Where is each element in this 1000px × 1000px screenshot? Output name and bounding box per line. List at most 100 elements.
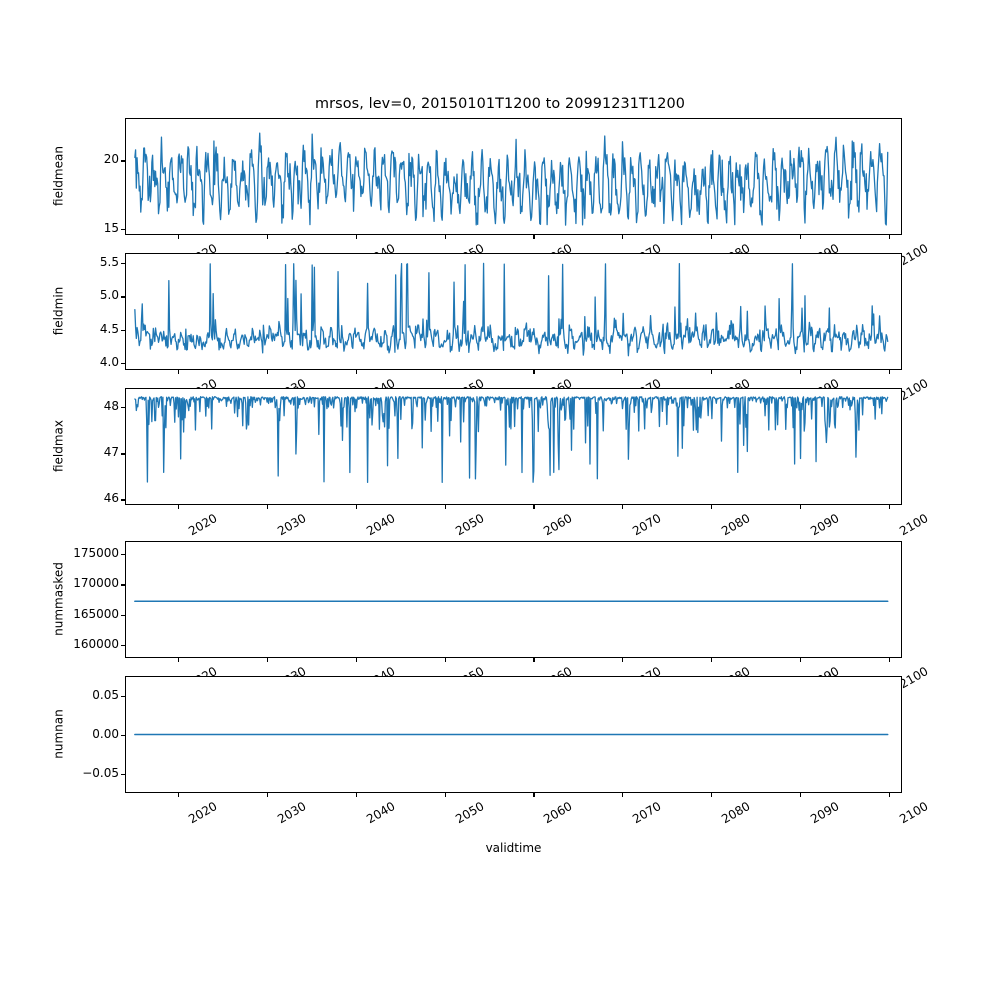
x-tick-mark — [888, 370, 890, 374]
x-tick-mark — [711, 658, 713, 662]
x-tick-label: 2080 — [719, 799, 753, 827]
x-tick-label: 2030 — [275, 511, 309, 539]
y-tick-label: 170000 — [73, 576, 119, 591]
figure-title: mrsos, lev=0, 20150101T1200 to 20991231T… — [315, 96, 685, 112]
subplot-fieldmean — [125, 118, 902, 235]
x-tick-mark — [711, 505, 713, 509]
x-tick-mark — [444, 793, 446, 797]
y-tick-mark — [121, 644, 125, 646]
subplot-nummasked — [125, 541, 902, 658]
y-axis-label-numnan: numnan — [51, 708, 65, 759]
y-tick-mark — [121, 407, 125, 409]
y-tick-label: 5.0 — [99, 288, 119, 303]
subplot-fieldmax — [125, 388, 902, 505]
series-line-fieldmax — [135, 397, 888, 483]
y-axis-nummasked: 160000 165000 170000 175000 — [57, 541, 119, 658]
x-tick-label: 2100 — [896, 799, 931, 827]
x-tick-mark — [267, 658, 269, 662]
x-tick-label: 2020 — [186, 799, 220, 827]
x-tick-mark — [622, 370, 624, 374]
x-tick-mark — [355, 658, 357, 662]
y-axis-fieldmax: 46 47 48 — [57, 388, 119, 505]
plot-area-fieldmin — [126, 254, 901, 369]
y-tick-mark — [121, 695, 125, 697]
x-tick-mark — [267, 505, 269, 509]
y-tick-mark — [121, 499, 125, 501]
x-tick-label: 2030 — [275, 799, 309, 827]
x-tick-mark — [888, 793, 890, 797]
x-tick-label: 2080 — [719, 511, 753, 539]
y-tick-mark — [121, 296, 125, 298]
y-tick-mark — [121, 584, 125, 586]
y-tick-mark — [121, 363, 125, 365]
plot-area-fieldmean — [126, 119, 901, 234]
series-line-fieldmin — [135, 263, 888, 355]
y-tick-label: 47 — [103, 445, 119, 460]
x-tick-label: 2100 — [896, 511, 931, 539]
subplot-fieldmin — [125, 253, 902, 370]
x-tick-mark — [444, 235, 446, 239]
x-tick-label: 2060 — [541, 799, 576, 827]
x-tick-mark — [711, 793, 713, 797]
y-axis-label-fieldmax: fieldmax — [51, 419, 65, 472]
x-tick-mark — [888, 235, 890, 239]
y-tick-label: 4.0 — [99, 355, 119, 370]
x-tick-label: 2040 — [363, 799, 398, 827]
x-tick-mark — [622, 658, 624, 662]
y-tick-label: 160000 — [73, 636, 119, 651]
y-tick-label: 5.5 — [99, 255, 119, 270]
y-tick-mark — [121, 160, 125, 162]
x-tick-mark — [178, 505, 180, 509]
x-tick-label: 2050 — [452, 799, 487, 827]
y-tick-mark — [121, 734, 125, 736]
x-tick-mark — [533, 235, 535, 239]
y-tick-label: 48 — [103, 399, 119, 414]
x-tick-mark — [799, 793, 801, 797]
x-tick-mark — [533, 658, 535, 662]
y-tick-mark — [121, 554, 125, 556]
y-tick-mark — [121, 263, 125, 265]
x-tick-mark — [178, 793, 180, 797]
x-tick-mark — [267, 235, 269, 239]
x-tick-label: 2070 — [630, 511, 664, 539]
x-tick-mark — [444, 370, 446, 374]
x-tick-label: 2020 — [186, 511, 220, 539]
x-tick-mark — [444, 658, 446, 662]
x-tick-label: 2060 — [541, 511, 576, 539]
x-tick-mark — [178, 658, 180, 662]
x-tick-mark — [355, 505, 357, 509]
y-tick-mark — [121, 329, 125, 331]
x-tick-mark — [711, 370, 713, 374]
x-tick-mark — [799, 658, 801, 662]
y-tick-label: 20 — [103, 152, 119, 167]
y-tick-label: 4.5 — [99, 321, 119, 336]
x-tick-label: 2050 — [452, 511, 487, 539]
plot-area-fieldmax — [126, 389, 901, 504]
y-tick-mark — [121, 773, 125, 775]
plot-area-numnan — [126, 677, 901, 792]
x-tick-mark — [178, 370, 180, 374]
y-tick-label: 165000 — [73, 606, 119, 621]
series-line-fieldmean — [135, 133, 888, 225]
y-tick-label: 0.05 — [92, 687, 119, 702]
x-tick-label: 2090 — [807, 799, 842, 827]
x-tick-mark — [355, 370, 357, 374]
y-tick-label: −0.05 — [82, 765, 119, 780]
y-axis-fieldmin: 4.0 4.5 5.0 5.5 — [57, 253, 119, 370]
y-tick-mark — [121, 614, 125, 616]
x-tick-mark — [622, 793, 624, 797]
x-tick-mark — [533, 370, 535, 374]
y-tick-mark — [121, 228, 125, 230]
plot-area-nummasked — [126, 542, 901, 657]
y-axis-numnan: −0.05 0.00 0.05 — [57, 676, 119, 793]
x-tick-mark — [267, 793, 269, 797]
subplot-numnan — [125, 676, 902, 793]
x-axis-label: validtime — [485, 841, 542, 855]
x-tick-mark — [533, 793, 535, 797]
x-tick-label: 2070 — [630, 799, 664, 827]
x-tick-mark — [533, 505, 535, 509]
x-tick-mark — [711, 235, 713, 239]
x-tick-mark — [355, 793, 357, 797]
y-tick-mark — [121, 453, 125, 455]
x-tick-mark — [178, 235, 180, 239]
